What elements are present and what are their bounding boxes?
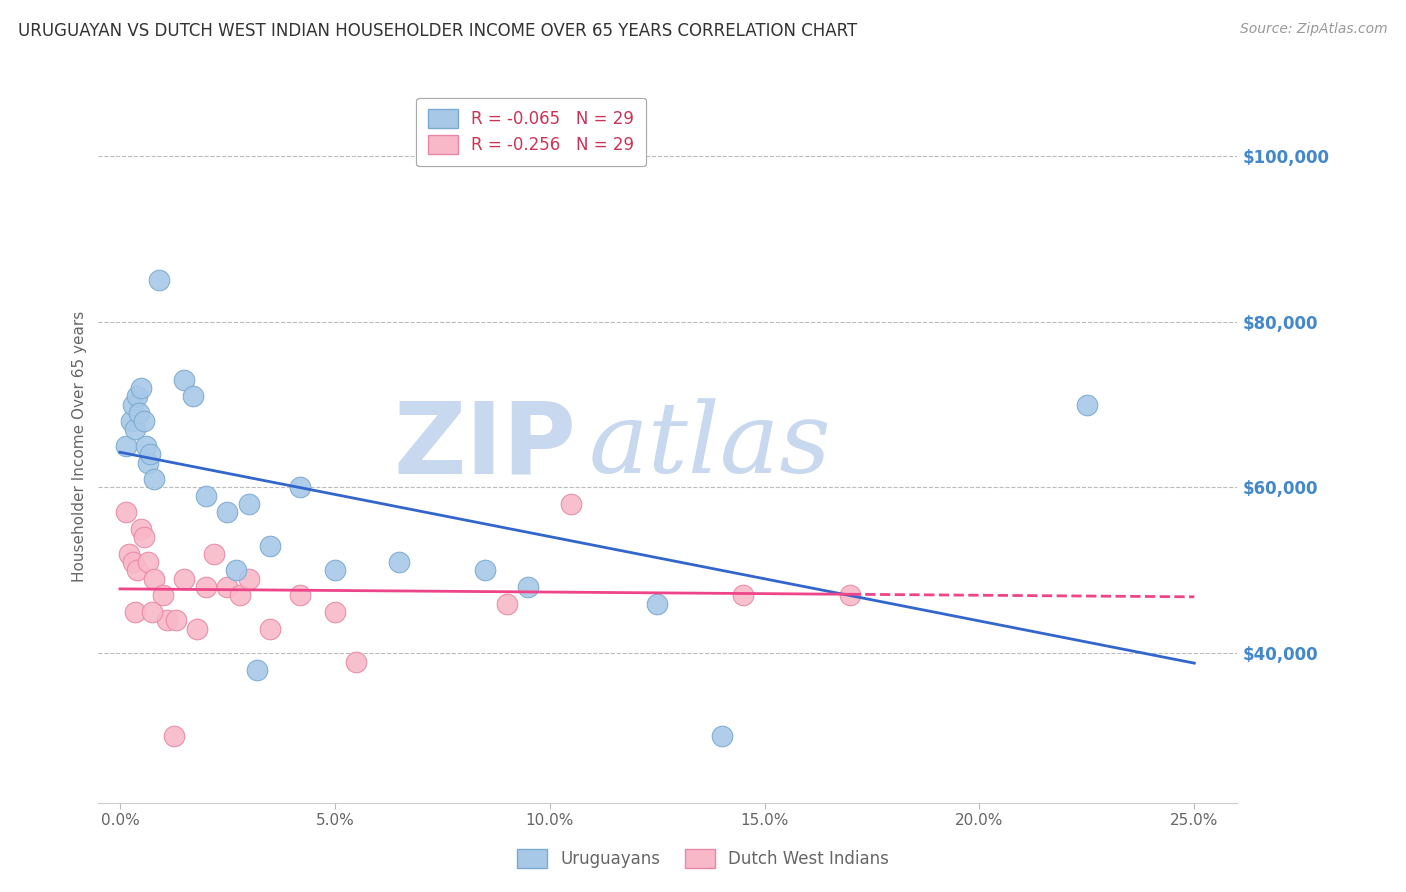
Point bbox=[290, 588, 312, 602]
Point bbox=[132, 414, 155, 428]
Point bbox=[217, 580, 239, 594]
Point bbox=[117, 547, 139, 561]
Point bbox=[246, 663, 269, 677]
Point bbox=[474, 564, 496, 578]
Point bbox=[517, 580, 540, 594]
Point bbox=[143, 472, 166, 486]
Point bbox=[148, 273, 170, 287]
Y-axis label: Householder Income Over 65 years: Householder Income Over 65 years bbox=[72, 310, 87, 582]
Point bbox=[194, 489, 217, 503]
Point bbox=[217, 505, 239, 519]
Point bbox=[136, 456, 159, 470]
Point bbox=[127, 389, 149, 403]
Point bbox=[131, 381, 153, 395]
Point bbox=[388, 555, 411, 569]
Point bbox=[162, 730, 184, 744]
Point bbox=[156, 613, 179, 627]
Text: URUGUAYAN VS DUTCH WEST INDIAN HOUSEHOLDER INCOME OVER 65 YEARS CORRELATION CHAR: URUGUAYAN VS DUTCH WEST INDIAN HOUSEHOLD… bbox=[18, 22, 858, 40]
Point bbox=[127, 564, 149, 578]
Point bbox=[131, 522, 153, 536]
Point bbox=[344, 655, 367, 669]
Point bbox=[1076, 397, 1098, 411]
Point bbox=[204, 547, 226, 561]
Point bbox=[229, 588, 252, 602]
Legend: R = -0.065   N = 29, R = -0.256   N = 29: R = -0.065 N = 29, R = -0.256 N = 29 bbox=[416, 97, 645, 166]
Legend: Uruguayans, Dutch West Indians: Uruguayans, Dutch West Indians bbox=[510, 842, 896, 875]
Text: Source: ZipAtlas.com: Source: ZipAtlas.com bbox=[1240, 22, 1388, 37]
Point bbox=[238, 497, 260, 511]
Point bbox=[136, 555, 159, 569]
Point bbox=[181, 389, 204, 403]
Point bbox=[115, 439, 138, 453]
Point bbox=[645, 597, 668, 611]
Point bbox=[225, 564, 247, 578]
Point bbox=[128, 406, 150, 420]
Point bbox=[259, 539, 281, 553]
Point bbox=[121, 397, 143, 411]
Point bbox=[323, 564, 346, 578]
Point bbox=[139, 447, 162, 461]
Point bbox=[173, 572, 195, 586]
Point bbox=[323, 605, 346, 619]
Text: atlas: atlas bbox=[588, 399, 831, 493]
Point bbox=[290, 481, 312, 495]
Point bbox=[194, 580, 217, 594]
Text: ZIP: ZIP bbox=[394, 398, 576, 494]
Point bbox=[124, 422, 146, 436]
Point bbox=[731, 588, 754, 602]
Point bbox=[120, 414, 142, 428]
Point bbox=[238, 572, 260, 586]
Point bbox=[165, 613, 187, 627]
Point bbox=[495, 597, 517, 611]
Point bbox=[152, 588, 174, 602]
Point bbox=[135, 439, 157, 453]
Point bbox=[121, 555, 143, 569]
Point bbox=[141, 605, 163, 619]
Point bbox=[115, 505, 138, 519]
Point bbox=[839, 588, 862, 602]
Point bbox=[560, 497, 582, 511]
Point bbox=[143, 572, 166, 586]
Point bbox=[173, 373, 195, 387]
Point bbox=[124, 605, 146, 619]
Point bbox=[132, 530, 155, 544]
Point bbox=[259, 622, 281, 636]
Point bbox=[710, 730, 733, 744]
Point bbox=[186, 622, 208, 636]
